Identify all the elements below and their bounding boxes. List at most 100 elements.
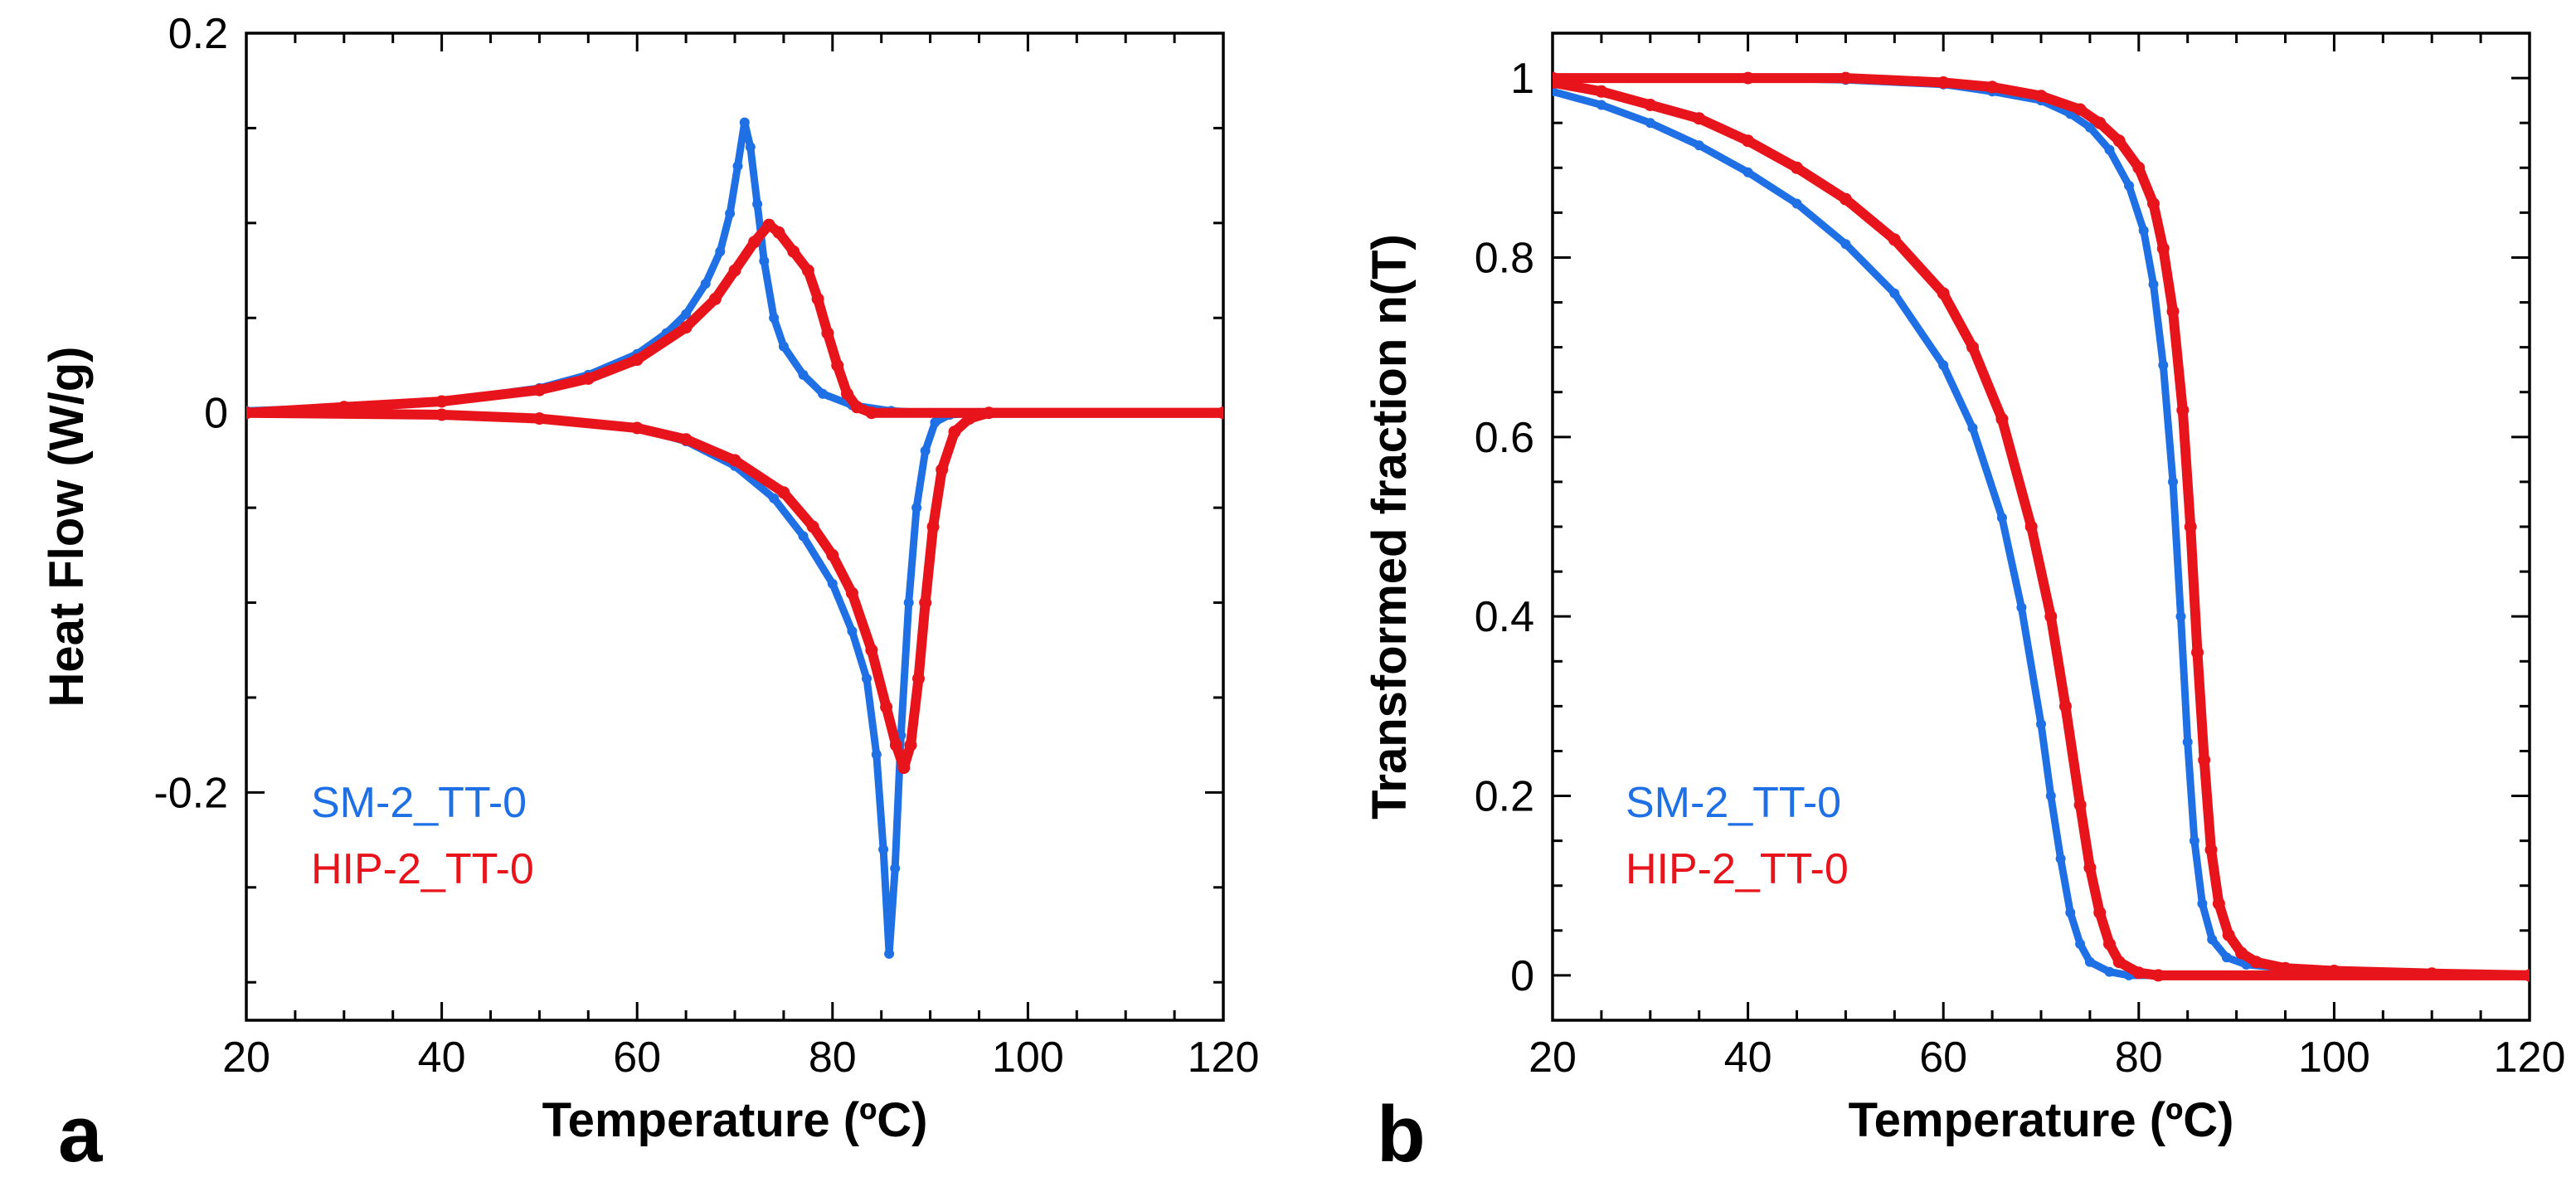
data-point: [2235, 946, 2248, 960]
data-point: [911, 503, 922, 513]
data-point: [728, 454, 741, 467]
data-point: [1995, 412, 2009, 426]
x-tick-label: 40: [1724, 1034, 1772, 1082]
data-point: [847, 625, 858, 636]
data-point: [2083, 861, 2097, 874]
x-tick-label: 80: [809, 1034, 857, 1082]
data-point: [2184, 520, 2197, 533]
data-point: [1596, 100, 1606, 110]
data-point: [831, 359, 844, 372]
data-point: [811, 292, 824, 305]
x-tick-label: 100: [992, 1034, 1064, 1082]
data-point: [787, 245, 800, 258]
y-tick-label: 0.4: [1475, 593, 1534, 641]
data-point: [2249, 956, 2263, 969]
x-axis-title: Temperature (ºC): [542, 1093, 928, 1147]
data-point: [1889, 288, 1900, 299]
series-line: [1553, 87, 2530, 980]
data-point: [1553, 71, 1559, 85]
data-point: [880, 700, 893, 713]
data-point: [777, 486, 790, 499]
data-point: [2176, 403, 2190, 416]
data-point: [850, 401, 863, 414]
y-tick-label: 0: [1510, 952, 1534, 1000]
data-point: [739, 117, 750, 128]
data-point: [827, 578, 838, 589]
data-point: [865, 644, 878, 657]
data-point: [1937, 76, 1950, 89]
data-point: [745, 142, 756, 153]
series-line: [1553, 73, 2530, 980]
data-point: [821, 327, 834, 340]
data-point: [2016, 602, 2027, 613]
data-point: [2124, 180, 2134, 191]
data-point: [2148, 279, 2159, 289]
data-point: [2182, 737, 2193, 747]
data-point: [926, 520, 940, 533]
data-point: [1694, 140, 1704, 151]
data-point: [2075, 939, 2086, 949]
data-point: [2197, 898, 2208, 909]
data-point: [630, 421, 644, 435]
data-point: [826, 548, 839, 562]
x-tick-label: 120: [2494, 1034, 2566, 1082]
data-point: [936, 463, 949, 476]
data-point: [1595, 85, 1608, 98]
data-point: [630, 353, 644, 367]
data-point: [2212, 897, 2225, 910]
data-point: [2175, 611, 2186, 622]
y-tick-label: 0.2: [1475, 773, 1534, 821]
data-point: [2055, 854, 2066, 864]
data-point: [2191, 646, 2204, 659]
data-point: [1966, 341, 1979, 354]
data-point: [2112, 956, 2126, 969]
series-line: [1553, 74, 2530, 980]
data-point: [2104, 144, 2115, 155]
x-tick-label: 20: [222, 1034, 270, 1082]
data-point: [748, 236, 761, 249]
data-point: [759, 255, 770, 266]
data-point: [2327, 965, 2340, 977]
data-point: [2065, 907, 2076, 918]
y-axis-title: Transformed fraction n(T): [1363, 234, 1417, 820]
data-point: [435, 408, 449, 421]
data-point: [798, 369, 809, 380]
y-tick-label: 0.2: [168, 10, 228, 58]
data-point: [2103, 937, 2116, 951]
data-point: [728, 264, 741, 277]
data-point: [2204, 844, 2218, 856]
data-point: [769, 493, 780, 503]
data-point: [1791, 161, 1803, 174]
legend-entry: HIP-2_TT-0: [311, 845, 534, 893]
data-point: [862, 674, 872, 684]
data-point: [2151, 969, 2165, 982]
data-point: [1644, 99, 1657, 111]
data-point: [897, 761, 911, 775]
y-tick-label: 0.6: [1475, 414, 1534, 462]
x-tick-label: 80: [2115, 1034, 2163, 1082]
data-point: [1217, 406, 1223, 420]
data-point: [865, 406, 878, 420]
data-point: [725, 208, 736, 219]
data-point: [2044, 610, 2058, 623]
data-point: [2132, 161, 2146, 174]
data-point: [2168, 476, 2178, 487]
data-point: [982, 406, 995, 420]
data-point: [2279, 961, 2292, 975]
data-point: [1840, 239, 1851, 250]
legend-entry: HIP-2_TT-0: [1626, 845, 1849, 893]
x-tick-label: 20: [1529, 1034, 1577, 1082]
data-point: [532, 383, 546, 396]
data-point: [2425, 967, 2438, 980]
series-SM-2_TT-0: [246, 117, 1223, 959]
data-point: [920, 445, 931, 456]
data-point: [762, 218, 775, 231]
x-tick-label: 40: [418, 1034, 466, 1082]
data-point: [1645, 118, 1655, 129]
series-line: [1553, 77, 2530, 980]
panel-b: 20 40 60 80 100 120 0 0.2 0.4 0.6 0.8 1 Temperature …: [1363, 32, 2566, 1179]
data-point: [1938, 360, 1949, 371]
data-point: [2036, 719, 2046, 729]
data-point: [2084, 122, 2095, 133]
